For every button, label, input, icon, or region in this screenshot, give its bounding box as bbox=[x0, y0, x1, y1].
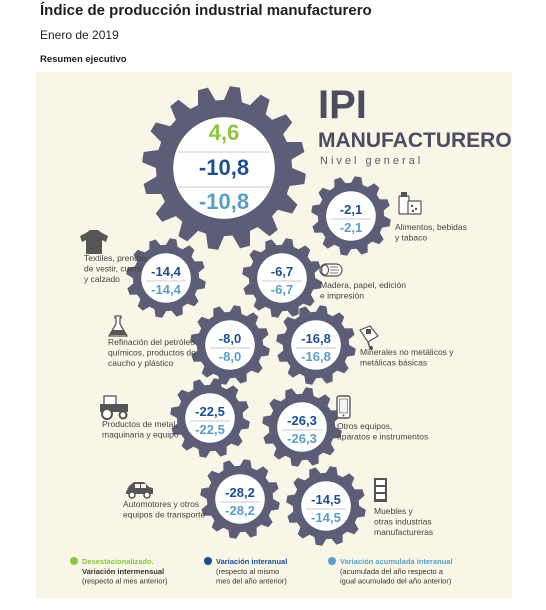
sector-gear-7 bbox=[262, 387, 342, 467]
sector-label: Automotores y otros equipos de transporte bbox=[123, 499, 205, 520]
section-title: Resumen ejecutivo bbox=[40, 54, 127, 65]
legend-swatch bbox=[328, 557, 336, 565]
sector-acumulada-value: -14,4 bbox=[151, 282, 181, 297]
document-date: Enero de 2019 bbox=[40, 28, 119, 42]
ipi-subtitle: MANUFACTURERO bbox=[318, 129, 512, 152]
sector-gear-3 bbox=[242, 238, 322, 318]
flask-icon bbox=[107, 315, 129, 337]
sector-label: Muebles y otras industrias manufactureras bbox=[374, 506, 433, 537]
sector-label: Minerales no metálicos y metálicas básica… bbox=[360, 347, 454, 368]
sector-label: Otros equipos, aparatos e instrumentos bbox=[337, 421, 428, 442]
sector-label: Madera, papel, edición e impresión bbox=[320, 280, 406, 301]
phone-icon bbox=[336, 395, 351, 419]
sector-interanual-value: -8,0 bbox=[219, 331, 241, 346]
sector-gear-9 bbox=[286, 466, 366, 546]
general-desestacionalizado-value: 4,6 bbox=[209, 120, 240, 145]
sector-interanual-value: -6,7 bbox=[271, 264, 293, 279]
shirt-icon bbox=[80, 230, 108, 254]
legend-description: (respecto al mes anterior) bbox=[82, 577, 168, 586]
sector-gear-1 bbox=[311, 176, 391, 256]
sector-gears: -2,1 -2,1 -14,4 -14,4 -6,7 -6,7 -8,0 -8,0 -16,8 -… bbox=[126, 176, 391, 546]
legend-title: Desestacionalizado. bbox=[82, 557, 154, 566]
sector-acumulada-value: -8,0 bbox=[219, 349, 241, 364]
legend-description: (acumulada del año respecto a bbox=[340, 567, 444, 576]
sector-acumulada-value: -22,5 bbox=[195, 422, 225, 437]
sector-interanual-value: -2,1 bbox=[340, 202, 362, 217]
sector-acumulada-value: -2,1 bbox=[340, 220, 362, 235]
ipi-title: IPI bbox=[318, 83, 367, 127]
legend-title: Variación interanual bbox=[216, 557, 287, 566]
cabinet-icon bbox=[374, 478, 387, 502]
sector-gear-8 bbox=[200, 459, 280, 539]
sector-acumulada-value: -6,7 bbox=[271, 282, 293, 297]
food-icon bbox=[398, 192, 422, 215]
sector-label: Refinación del petróleo, químicos, produc… bbox=[108, 337, 197, 368]
legend-description: igual acumulado del año anterior) bbox=[340, 577, 452, 586]
sector-label: Productos de metal, maquinaria y equipo bbox=[102, 419, 179, 440]
legend-description: Variación intermensual bbox=[82, 567, 164, 576]
sector-gear-6 bbox=[170, 378, 250, 458]
legend: Desestacionalizado.Variación intermensua… bbox=[70, 557, 453, 586]
sector-interanual-value: -22,5 bbox=[195, 404, 225, 419]
general-acumulada-value: -10,8 bbox=[199, 189, 249, 214]
sector-acumulada-value: -26,3 bbox=[287, 431, 317, 446]
sector-acumulada-value: -14,5 bbox=[311, 510, 341, 525]
sector-interanual-value: -14,5 bbox=[311, 492, 341, 507]
sector-gear-5 bbox=[276, 305, 356, 385]
main-gear-shape bbox=[142, 86, 306, 250]
sector-interanual-value: -16,8 bbox=[301, 331, 331, 346]
document-title: Índice de producción industrial manufact… bbox=[40, 2, 372, 19]
legend-swatch bbox=[70, 557, 78, 565]
legend-description: mes del año anterior) bbox=[216, 577, 287, 586]
general-interanual-value: -10,8 bbox=[199, 155, 249, 180]
car-icon bbox=[126, 482, 153, 499]
sector-acumulada-value: -16,8 bbox=[301, 349, 331, 364]
sector-acumulada-value: -28,2 bbox=[225, 503, 255, 518]
tractor-icon bbox=[100, 395, 128, 420]
sector-interanual-value: -26,3 bbox=[287, 413, 317, 428]
cart-icon bbox=[359, 325, 379, 350]
sector-interanual-value: -14,4 bbox=[151, 264, 181, 279]
sector-interanual-value: -28,2 bbox=[225, 485, 255, 500]
wood-icon bbox=[319, 263, 343, 277]
legend-swatch bbox=[204, 557, 212, 565]
sector-gear-4 bbox=[190, 305, 270, 385]
legend-description: (respecto al mismo bbox=[216, 567, 279, 576]
ipi-level: Nivel general bbox=[320, 155, 423, 167]
gear-general bbox=[142, 86, 306, 250]
legend-title: Variación acumulada interanual bbox=[340, 557, 453, 566]
sector-label: Textiles, prendas de vestir, cuero y calza… bbox=[84, 253, 148, 284]
sector-gear-2 bbox=[126, 238, 206, 318]
sector-label: Alimentos, bebidas y tabaco bbox=[395, 222, 467, 243]
sector-labels: Alimentos, bebidas y tabaco Textiles, pren… bbox=[84, 222, 467, 537]
